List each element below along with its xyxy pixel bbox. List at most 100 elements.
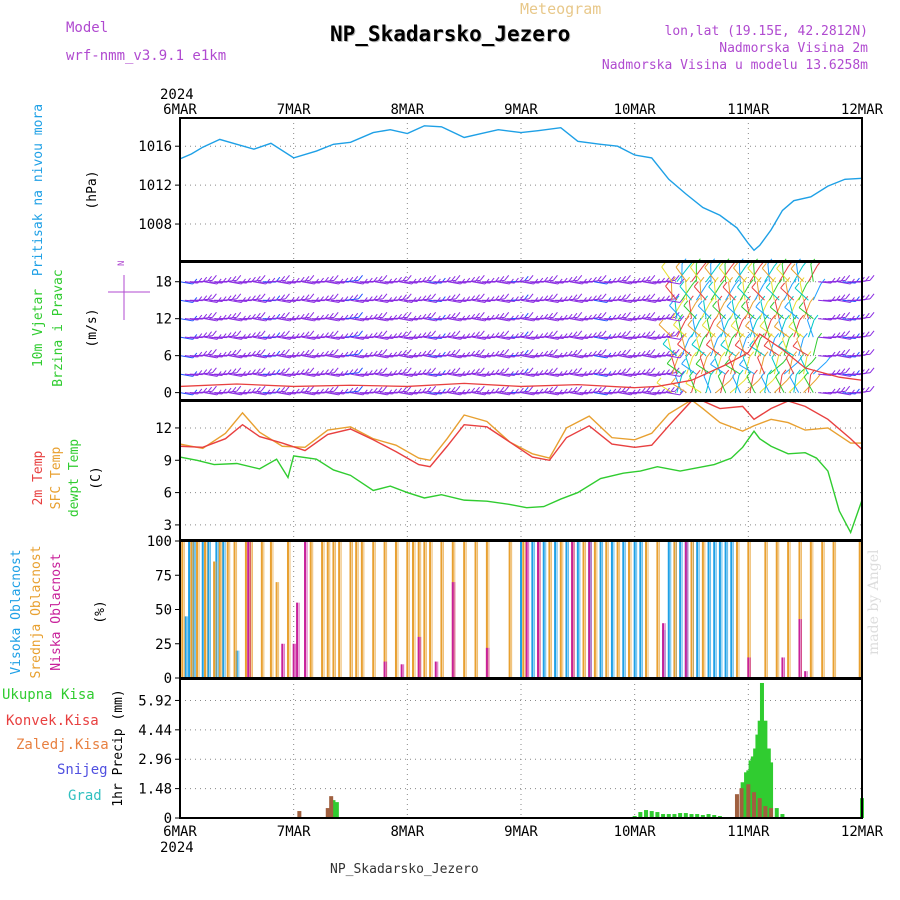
wind-barb-flag <box>778 340 783 347</box>
wind-barb-flag <box>309 312 315 318</box>
wind-barb <box>637 335 651 338</box>
wind-barb-flag <box>431 385 437 392</box>
wind-barb-flag <box>455 330 461 337</box>
wind-barb <box>272 353 286 357</box>
precip-convective-bar <box>757 798 762 818</box>
wind-barb <box>184 299 198 303</box>
wind-barb-flag <box>504 367 510 374</box>
wind-barb <box>721 319 727 338</box>
sfc-temp-axis-label: SFC Temp <box>49 447 64 510</box>
wind-barb-flag <box>869 275 875 281</box>
wind-barb-flag <box>333 293 339 300</box>
wind-barb <box>795 263 800 282</box>
wind-barb <box>443 390 457 394</box>
wind-barb <box>749 266 761 282</box>
wind-barb <box>857 353 871 357</box>
wind-barb-flag <box>658 319 664 325</box>
wind-barb <box>781 263 785 282</box>
wind-barb <box>228 336 242 340</box>
wind-barb <box>699 356 707 375</box>
wind-barb <box>374 336 388 340</box>
wind-barb <box>769 306 785 320</box>
wind-barb <box>685 356 692 375</box>
wind-barb-flag <box>260 275 266 281</box>
wind-barb <box>540 335 554 338</box>
wind-barb <box>467 353 481 357</box>
wind-barb <box>569 355 583 359</box>
precip-convective-bar <box>763 806 768 818</box>
wind-barb <box>754 338 761 356</box>
wind-barb <box>345 390 359 394</box>
x-tick-label-top: 12MAR <box>841 102 884 118</box>
wind-barb <box>330 318 344 321</box>
wind-barb <box>832 372 846 375</box>
wind-barb <box>569 392 583 396</box>
wind-barb-flag <box>681 369 687 376</box>
wind-barb-flag <box>309 330 315 337</box>
wind-barb <box>765 287 780 301</box>
wind-barb <box>761 268 775 283</box>
wind-barb <box>277 318 291 322</box>
wind-barb <box>642 355 656 359</box>
wind-barb-flag <box>309 367 315 374</box>
wind-barb <box>623 281 637 284</box>
precip-total-bar <box>331 800 336 818</box>
wind-barb <box>665 285 678 301</box>
wind-barb-flag <box>755 301 761 308</box>
wind-barb <box>252 299 266 303</box>
wind-barb <box>647 336 661 340</box>
wind-barb-flag <box>679 371 685 377</box>
precip-total-bar <box>334 802 339 818</box>
wind-barb <box>272 298 286 301</box>
wind-barb <box>756 282 761 301</box>
wind-barb <box>540 390 554 394</box>
wind-barb-flag <box>845 275 851 281</box>
wind-barb <box>399 299 413 303</box>
wind-barb <box>760 300 766 319</box>
wind-barb-flag <box>720 279 725 286</box>
wind-barb <box>667 336 681 340</box>
wind-barb-flag <box>309 275 315 281</box>
wind-barb-flag <box>739 359 744 366</box>
wind-barb <box>350 336 364 340</box>
wind-barb <box>757 357 766 375</box>
wind-barb <box>569 373 583 377</box>
wind-barb <box>257 392 271 395</box>
wind-barb <box>301 336 315 340</box>
wind-barb <box>734 320 743 338</box>
wind-barb <box>725 284 736 301</box>
wind-barb <box>545 392 559 396</box>
wind-barb <box>618 392 632 396</box>
wind-barb <box>704 267 717 283</box>
wind-barb <box>724 338 731 356</box>
wind-barb <box>326 318 340 322</box>
dewpt-axis-label: dewpt Temp <box>67 439 82 517</box>
wind-barb-flag <box>695 358 701 365</box>
wind-barb <box>671 356 678 375</box>
wind-barb <box>369 298 383 301</box>
wind-barb <box>764 320 772 338</box>
y-tick-label: 25 <box>155 637 172 653</box>
wind-barb <box>687 324 702 338</box>
wind-barb <box>233 355 247 358</box>
wind-barb <box>842 281 856 284</box>
wind-barb <box>697 305 712 320</box>
wind-barb-flag <box>504 385 510 392</box>
wind-barb <box>321 279 335 283</box>
precip-total-bar <box>769 762 774 818</box>
wind-barb <box>520 299 534 303</box>
wind-barb-flag <box>674 330 680 337</box>
wind-barb <box>520 392 534 396</box>
wind-barb <box>806 319 814 338</box>
x-tick-label-top: 10MAR <box>614 102 657 118</box>
model-label: Model <box>66 20 109 36</box>
wind-barb <box>179 281 193 285</box>
wind-barb-flag <box>869 293 875 300</box>
wind-barb <box>306 373 320 376</box>
wind-barb <box>355 392 369 395</box>
wind-barb <box>686 302 697 319</box>
wind-barb-flag <box>765 282 771 289</box>
wind-barb-flag <box>553 275 558 281</box>
wind-barb-flag <box>285 312 290 318</box>
wind-barb <box>681 363 697 375</box>
